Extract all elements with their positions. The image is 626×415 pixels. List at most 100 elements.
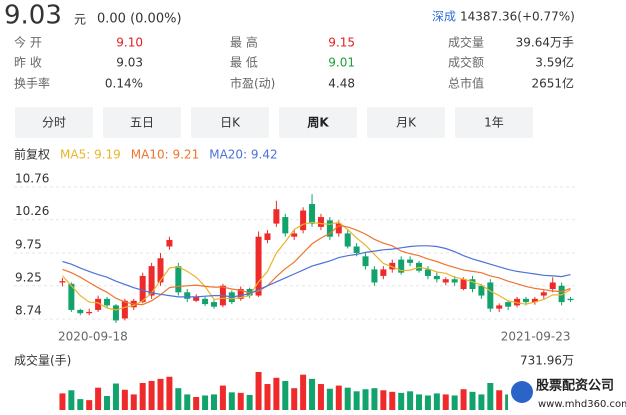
candle-body (148, 266, 155, 296)
tab-label[interactable]: 周K (307, 116, 329, 130)
candle-body (112, 305, 119, 321)
price: 9.03 (4, 1, 62, 31)
volume-bar (202, 395, 209, 410)
volume-bar (344, 387, 351, 410)
candle-body (522, 298, 529, 303)
tab[interactable] (103, 107, 181, 138)
candle-body (237, 289, 244, 299)
stat-label: 最 低 (230, 56, 258, 70)
volume-bar (487, 383, 494, 410)
candle-body (210, 302, 217, 307)
volume-bar (451, 395, 458, 410)
index-name: 深成 (432, 10, 456, 24)
candle-body (77, 309, 84, 314)
tab-label[interactable]: 五日 (130, 116, 154, 130)
volume-bar (433, 393, 440, 410)
candle-body (407, 259, 414, 263)
volume-bar (264, 384, 271, 410)
candle-body (291, 233, 298, 237)
y-tick-label: 10.26 (15, 204, 49, 218)
stat-value: 3.59亿 (535, 55, 574, 70)
volume-bar (362, 389, 369, 410)
candle-body (451, 279, 458, 283)
candle-body (344, 233, 351, 247)
stat-value: 0.14% (105, 77, 143, 91)
volume-bar (193, 397, 200, 410)
watermark-logo (511, 381, 533, 403)
volume-bar (317, 384, 324, 410)
candle-body (309, 203, 316, 224)
price-unit: 元 (74, 13, 86, 27)
candle-body (68, 283, 75, 310)
volume-bar (478, 394, 485, 410)
stat-label: 今 开 (14, 35, 42, 50)
volume-bar (157, 378, 164, 410)
candle-body (496, 305, 503, 309)
candle-body (202, 298, 209, 305)
volume-bar (148, 380, 155, 410)
volume-bar (112, 383, 119, 410)
candle-body (371, 269, 378, 283)
candle-body (139, 275, 146, 303)
index-value: 14387.36(+0.77%) (460, 10, 575, 24)
tab[interactable] (279, 107, 357, 138)
volume-bar (335, 385, 342, 410)
candle-body (531, 298, 538, 303)
candle-body (184, 292, 191, 299)
y-tick-label: 9.25 (15, 270, 42, 284)
stat-value: 2651亿 (531, 76, 574, 91)
stat-value: 9.03 (116, 56, 143, 70)
legend-item: 前复权 (14, 147, 50, 162)
tab-label[interactable]: 分时 (42, 116, 66, 130)
stat-value: 4.48 (328, 77, 355, 91)
volume-bar (121, 389, 128, 410)
ma-line (62, 245, 571, 298)
watermark: 股票配资公司 www.mhd360.com (508, 376, 626, 415)
legend-item: MA10: 9.21 (131, 148, 199, 162)
volume-bar (416, 394, 423, 410)
volume-bar (184, 394, 191, 410)
volume-bar (496, 390, 503, 410)
y-tick-label: 10.76 (15, 171, 49, 185)
volume-bar (139, 383, 146, 410)
tab-label[interactable]: 1年 (484, 116, 504, 130)
candle-body (433, 275, 440, 280)
candle-body (104, 298, 111, 306)
candle-body (326, 220, 333, 237)
stat-value: 39.64万手 (516, 36, 574, 50)
volume-bar (59, 393, 66, 410)
candle-body (362, 256, 369, 267)
candle-body (487, 282, 494, 309)
candle-body (469, 279, 476, 290)
stat-value: 9.15 (328, 36, 355, 50)
volume-bar (460, 389, 467, 410)
candle-body (175, 266, 182, 293)
stat-label: 成交额 (448, 55, 484, 70)
tab[interactable] (15, 107, 93, 138)
candle-body (121, 300, 128, 319)
volume-bar (291, 388, 298, 410)
tab[interactable] (455, 107, 533, 138)
tab[interactable] (367, 107, 445, 138)
volume-bar (77, 399, 84, 410)
volume-title: 成交量(手) (14, 353, 71, 368)
tab-label[interactable]: 日K (220, 116, 241, 130)
candle-body (380, 269, 387, 276)
candle-body (398, 259, 405, 273)
tab[interactable] (191, 107, 269, 138)
volume-bar (68, 390, 75, 410)
volume-bar (210, 394, 217, 410)
watermark-title: 股票配资公司 (536, 378, 614, 394)
x-tick-label: 2020-09-18 (58, 330, 128, 344)
candle-body (514, 298, 521, 306)
candle-body (460, 279, 467, 290)
ma-line (62, 224, 571, 306)
volume-bar (130, 394, 137, 410)
volume-bar (246, 394, 253, 410)
x-tick-label: 2021-09-23 (501, 330, 571, 344)
candle-body (335, 223, 342, 234)
volume-bar (309, 378, 316, 410)
volume-bar (407, 391, 414, 410)
tab-label[interactable]: 月K (396, 116, 417, 130)
